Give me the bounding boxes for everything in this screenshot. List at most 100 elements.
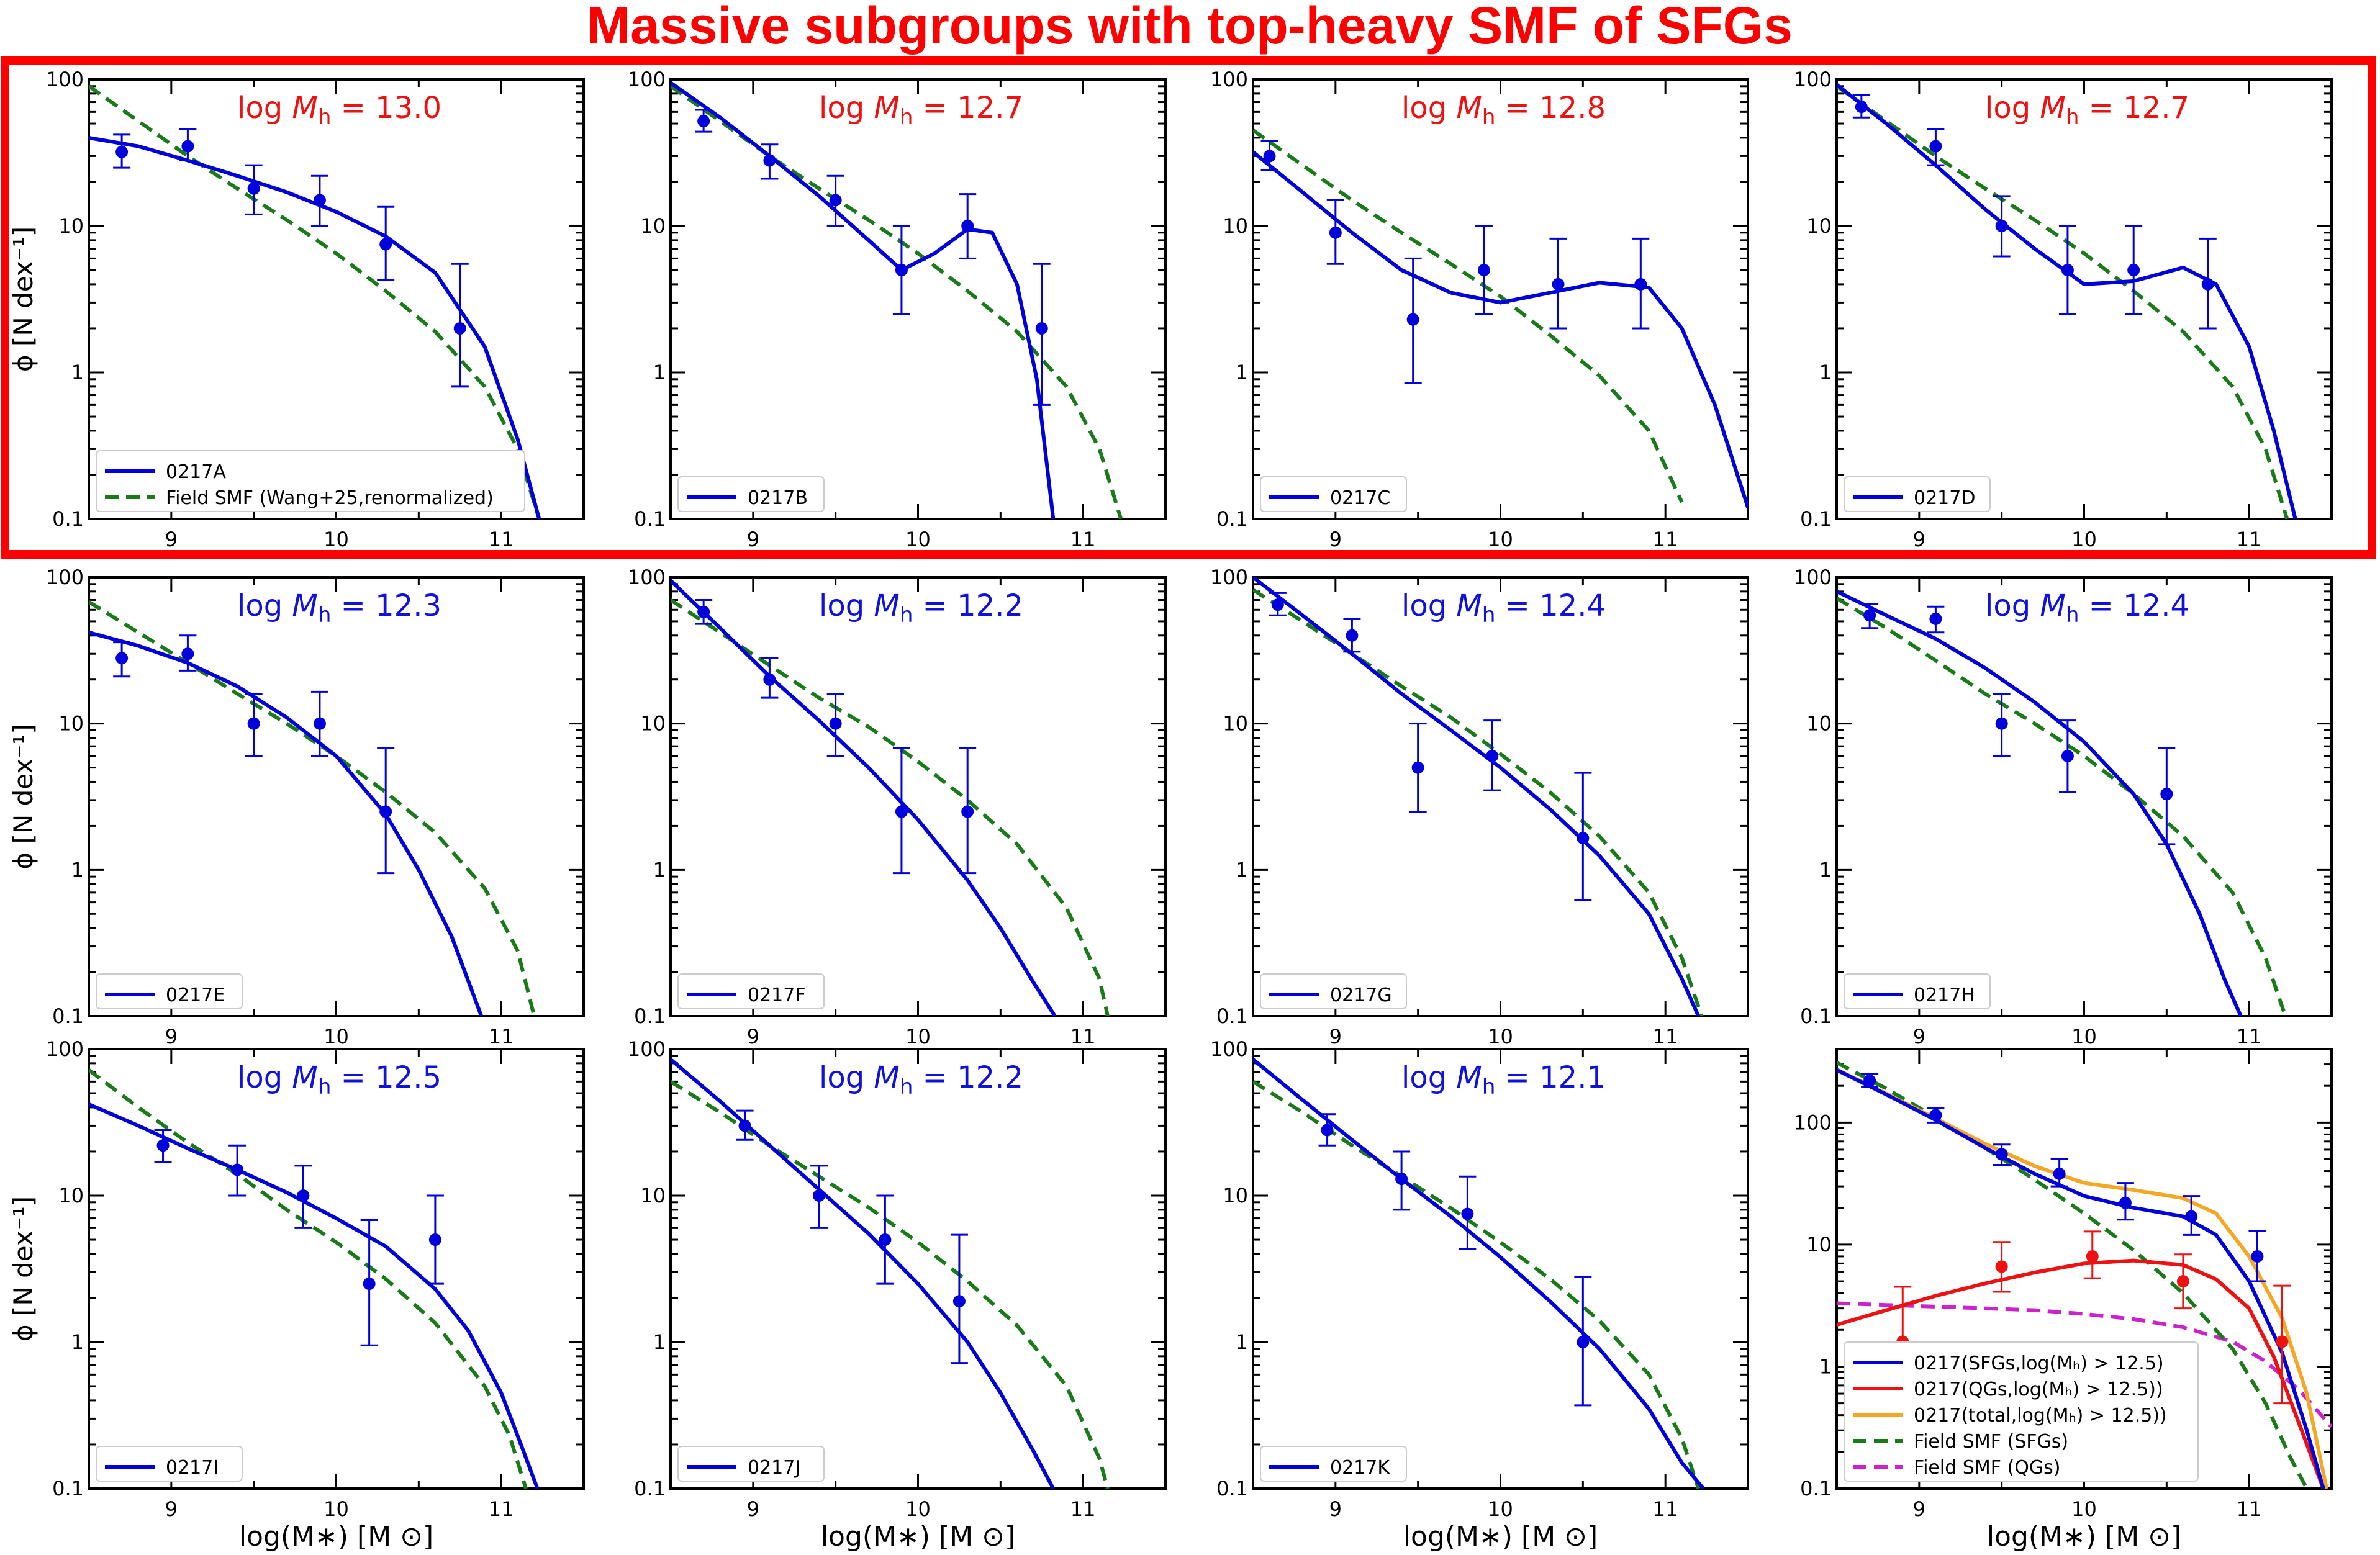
panel-title: log Mh = 12.4 [1985, 588, 2189, 628]
field-smf-line [1837, 84, 2289, 519]
sfg-fit-line [1253, 577, 1701, 1016]
qg-data-point [2176, 1275, 2189, 1288]
panel-title-prefix: log [1985, 91, 2040, 125]
panel-title-sub: h [900, 105, 913, 130]
panel-title: log Mh = 12.3 [237, 588, 441, 628]
legend-label: 0217(SFGs,log(Mₕ) > 12.5) [1914, 1353, 2164, 1374]
sfg-data-group [695, 599, 977, 875]
y-axis-label: ϕ [N dex⁻¹] [8, 724, 38, 869]
panel-title-var: M [292, 588, 317, 623]
panel-title-value: = 12.2 [913, 1060, 1023, 1095]
legend-label: 0217B [748, 487, 808, 509]
sfg-data-point [1329, 226, 1342, 239]
panel-title-sub: h [900, 1075, 913, 1099]
sfg-fit-line [671, 579, 1057, 1016]
sfg-data-point [1321, 1124, 1334, 1137]
sfg-data-point [829, 717, 842, 730]
plot-frame [669, 576, 1167, 1017]
legend-label: 0217F [748, 985, 806, 1006]
y-tick-label: 100 [628, 68, 666, 91]
y-tick-label: 10 [58, 1184, 84, 1207]
panel-title-value: = 12.4 [1495, 588, 1606, 623]
sfg-data-point [115, 145, 129, 158]
panel-0217d: 9 10 11 0.1 1 10 100 log Mh = 12.7 0217D [1794, 68, 2333, 551]
legend-label: 0217G [1330, 985, 1392, 1006]
curves [1253, 577, 1704, 1016]
plot-frame [669, 1048, 1167, 1490]
curves [89, 600, 536, 1016]
sfg-data-point [313, 717, 326, 730]
sfg-data-point [952, 1295, 966, 1308]
field-smf-qg-line [1837, 1301, 2332, 1428]
panel-0217h: 9 10 11 0.1 1 10 100 log Mh = 12.4 0217H [1794, 566, 2333, 1048]
x-tick-label: 9 [747, 1497, 759, 1521]
sfg-data-point [813, 1189, 826, 1202]
panel-0217b: 9 10 11 0.1 1 10 100 log Mh = 12.7 0217B [628, 68, 1167, 551]
sfg-data-point [1477, 264, 1490, 277]
x-tick-label: 10 [324, 528, 349, 551]
x-tick-label: 10 [905, 1497, 931, 1521]
y-tick-label: 0.1 [1800, 1004, 1832, 1028]
x-tick-label: 11 [1653, 1497, 1678, 1521]
legend-box [1260, 973, 1407, 1009]
panel-title-prefix: log [237, 588, 292, 623]
x-axis-label: log(M∗) [M ⊙] [821, 1521, 1015, 1553]
y-tick-label: 1 [71, 1330, 84, 1354]
legend-box [96, 973, 243, 1009]
sfg-data-point [829, 194, 842, 207]
sfg-fit-line [1837, 590, 2243, 1016]
y-tick-label: 0.1 [634, 507, 666, 531]
sfg-data-point [1552, 277, 1565, 291]
sfg-data-group [695, 109, 1051, 406]
panel-title-prefix: log [237, 1060, 292, 1095]
legend-box [1260, 1446, 1407, 1482]
sfg-data-point [895, 805, 908, 818]
field-smf-line [1837, 597, 2287, 1016]
sfg-data-point [1863, 1075, 1876, 1088]
legend-box [677, 973, 825, 1009]
y-tick-label: 100 [1210, 566, 1248, 589]
sfg-data-group [1861, 1073, 2266, 1282]
panel-0217g: 9 10 11 0.1 1 10 100 log Mh = 12.4 0217G [1210, 566, 1749, 1048]
sfg-fit-line [1837, 83, 2297, 519]
panel-0217k: 9 10 11 0.1 1 10 100 log(M∗) [M ⊙] log Mh = 12.1… [1210, 1037, 1749, 1553]
panel-0217-stacked: 9 10 11 0.1 1 10 100 log(M∗) [M ⊙] 0217(SFGs,log… [1794, 1048, 2333, 1553]
tick-marks [1252, 576, 1749, 1017]
panel-title: log Mh = 12.1 [1401, 1060, 1606, 1099]
qg-data-point [2276, 1335, 2289, 1348]
legend-box [96, 450, 525, 512]
panel-title-sub: h [318, 105, 332, 130]
field-smf-line [1837, 1061, 2309, 1489]
panel-title: log Mh = 12.4 [1401, 588, 1606, 628]
x-tick-label: 9 [1329, 528, 1342, 551]
x-tick-label: 9 [747, 528, 759, 551]
y-tick-label: 100 [1794, 1111, 1832, 1134]
sfg-data-group [1318, 1113, 1592, 1407]
sfg-data-point [181, 647, 194, 660]
y-tick-label: 0.1 [634, 1004, 666, 1028]
panel-title-value: = 12.7 [2079, 91, 2189, 125]
y-tick-label: 1 [1236, 858, 1248, 881]
panel-title: log Mh = 12.7 [1985, 91, 2189, 130]
legend: 0217A Field SMF (Wang+25,renormalized) [96, 450, 525, 512]
x-tick-label: 11 [1653, 1025, 1678, 1048]
sfg-data-point [2160, 788, 2173, 801]
panel-title-sub: h [1482, 1075, 1496, 1099]
x-tick-label: 10 [1488, 1497, 1513, 1521]
sfg-fit-line [1253, 1058, 1705, 1489]
sfg-data-point [1486, 749, 1499, 762]
y-tick-label: 100 [628, 1037, 666, 1061]
sfg-data-point [763, 154, 776, 167]
x-tick-label: 11 [489, 528, 514, 551]
legend: 0217K [1260, 1446, 1407, 1482]
field-smf-line [1253, 1079, 1701, 1489]
legend-label: Field SMF (Wang+25,renormalized) [166, 487, 494, 509]
sfg-data-point [895, 264, 908, 277]
sfg-data-point [1395, 1173, 1408, 1186]
sfg-data-point [231, 1163, 244, 1176]
figure-title: Massive subgroups with top-heavy SMF of … [587, 0, 1793, 55]
panel-title-sub: h [2066, 603, 2079, 628]
panel-title-prefix: log [1401, 588, 1456, 623]
panel-title-prefix: log [819, 91, 874, 125]
curves [89, 84, 541, 519]
